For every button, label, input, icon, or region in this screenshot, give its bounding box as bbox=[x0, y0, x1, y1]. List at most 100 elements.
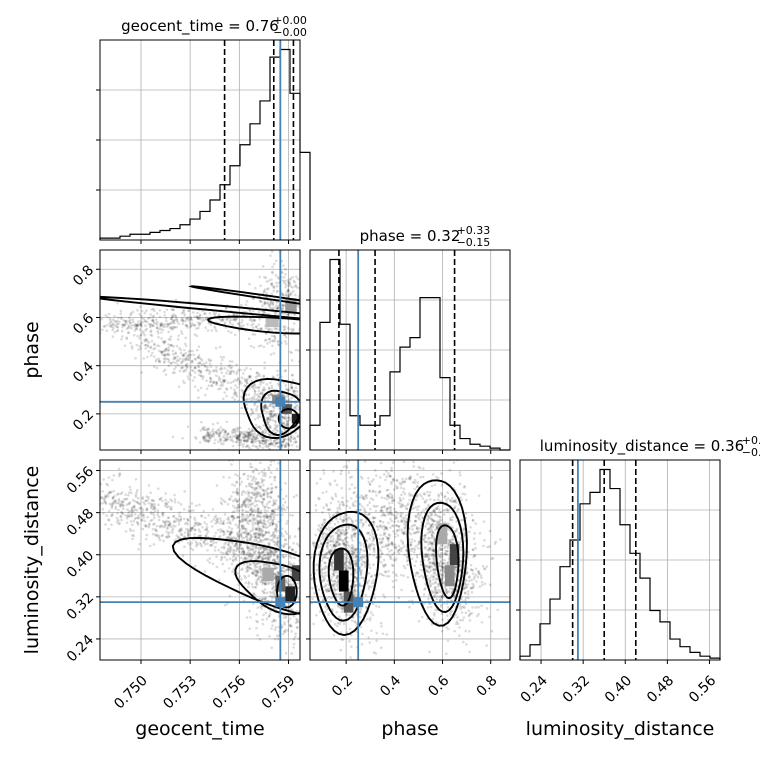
sample-point bbox=[265, 396, 268, 400]
sample-point bbox=[112, 326, 115, 330]
sample-point bbox=[253, 383, 257, 386]
sample-point bbox=[283, 500, 287, 504]
sample-point bbox=[232, 516, 236, 520]
sample-point bbox=[208, 362, 212, 366]
sample-point bbox=[216, 520, 219, 523]
sample-point bbox=[198, 313, 202, 317]
sample-point bbox=[185, 324, 188, 327]
sample-point bbox=[281, 304, 284, 308]
sample-point bbox=[441, 558, 444, 561]
sample-point bbox=[339, 593, 343, 596]
sample-point bbox=[254, 510, 258, 514]
sample-point bbox=[270, 302, 273, 305]
sample-point bbox=[270, 587, 274, 591]
sample-point bbox=[224, 307, 228, 310]
sample-point bbox=[172, 308, 175, 311]
sample-point bbox=[147, 350, 151, 353]
sample-point bbox=[325, 545, 329, 548]
sample-point bbox=[276, 441, 280, 445]
sample-point bbox=[273, 558, 276, 561]
sample-point bbox=[447, 528, 451, 531]
sample-point bbox=[399, 514, 403, 518]
sample-point bbox=[177, 334, 181, 337]
sample-point bbox=[272, 564, 276, 567]
sample-point bbox=[155, 312, 159, 315]
sample-point bbox=[235, 532, 239, 536]
sample-point bbox=[273, 533, 277, 537]
sample-point bbox=[238, 433, 242, 437]
sample-point bbox=[276, 429, 280, 433]
sample-point bbox=[253, 392, 257, 396]
sample-point bbox=[252, 572, 256, 576]
sample-point bbox=[183, 342, 187, 346]
sample-point bbox=[303, 330, 306, 333]
sample-point bbox=[187, 519, 190, 522]
sample-point bbox=[275, 524, 278, 527]
sample-point bbox=[155, 358, 158, 361]
sample-point bbox=[269, 549, 273, 552]
sample-point bbox=[341, 638, 345, 641]
density-cell bbox=[285, 298, 297, 313]
sample-point bbox=[265, 591, 269, 595]
sample-point bbox=[161, 514, 165, 517]
sample-point bbox=[209, 370, 212, 373]
sample-point bbox=[169, 522, 172, 525]
sample-point bbox=[258, 570, 262, 574]
sample-point bbox=[243, 517, 247, 520]
sample-point bbox=[241, 517, 244, 520]
sample-point bbox=[272, 552, 276, 556]
sample-point bbox=[265, 301, 269, 304]
sample-point bbox=[250, 485, 254, 489]
sample-point bbox=[163, 313, 166, 317]
sample-point bbox=[367, 439, 370, 442]
sample-point bbox=[189, 515, 192, 519]
sample-point bbox=[463, 606, 466, 610]
sample-point bbox=[434, 523, 437, 527]
sample-point bbox=[271, 522, 275, 526]
sample-point bbox=[454, 613, 457, 617]
sample-point bbox=[109, 490, 112, 494]
sample-point bbox=[254, 423, 258, 427]
sample-point bbox=[275, 425, 279, 429]
sample-point bbox=[143, 338, 146, 342]
sample-point bbox=[307, 388, 310, 391]
sample-point bbox=[257, 372, 261, 376]
sample-point bbox=[399, 483, 402, 486]
sample-point bbox=[426, 519, 429, 522]
sample-point bbox=[307, 633, 310, 636]
sample-point bbox=[192, 509, 195, 512]
sample-point bbox=[120, 323, 124, 326]
sample-point bbox=[282, 304, 285, 307]
sample-point bbox=[134, 493, 138, 497]
sample-point bbox=[481, 583, 484, 587]
sample-point bbox=[237, 535, 240, 538]
sample-point bbox=[273, 337, 277, 340]
sample-point bbox=[249, 534, 253, 538]
sample-point bbox=[480, 620, 484, 624]
sample-point bbox=[254, 532, 258, 536]
sample-point bbox=[251, 510, 254, 513]
sample-point bbox=[128, 318, 132, 322]
sample-point bbox=[122, 504, 125, 508]
sample-point bbox=[149, 491, 152, 494]
sample-point bbox=[243, 519, 247, 522]
sample-point bbox=[202, 437, 205, 440]
sample-point bbox=[305, 380, 308, 383]
sample-point bbox=[235, 489, 239, 492]
sample-point bbox=[423, 547, 427, 550]
sample-point bbox=[289, 624, 292, 628]
sample-point bbox=[244, 440, 248, 443]
sample-point bbox=[274, 626, 278, 629]
sample-point bbox=[454, 569, 458, 572]
sample-point bbox=[202, 435, 205, 439]
sample-point bbox=[359, 518, 363, 522]
sample-point bbox=[270, 412, 273, 416]
sample-point bbox=[269, 254, 272, 257]
sample-point bbox=[373, 573, 377, 577]
sample-point bbox=[197, 323, 201, 327]
sample-point bbox=[162, 369, 166, 373]
sample-point bbox=[209, 540, 213, 543]
sample-point bbox=[488, 615, 491, 619]
sample-point bbox=[248, 500, 251, 503]
sample-point bbox=[189, 353, 193, 357]
